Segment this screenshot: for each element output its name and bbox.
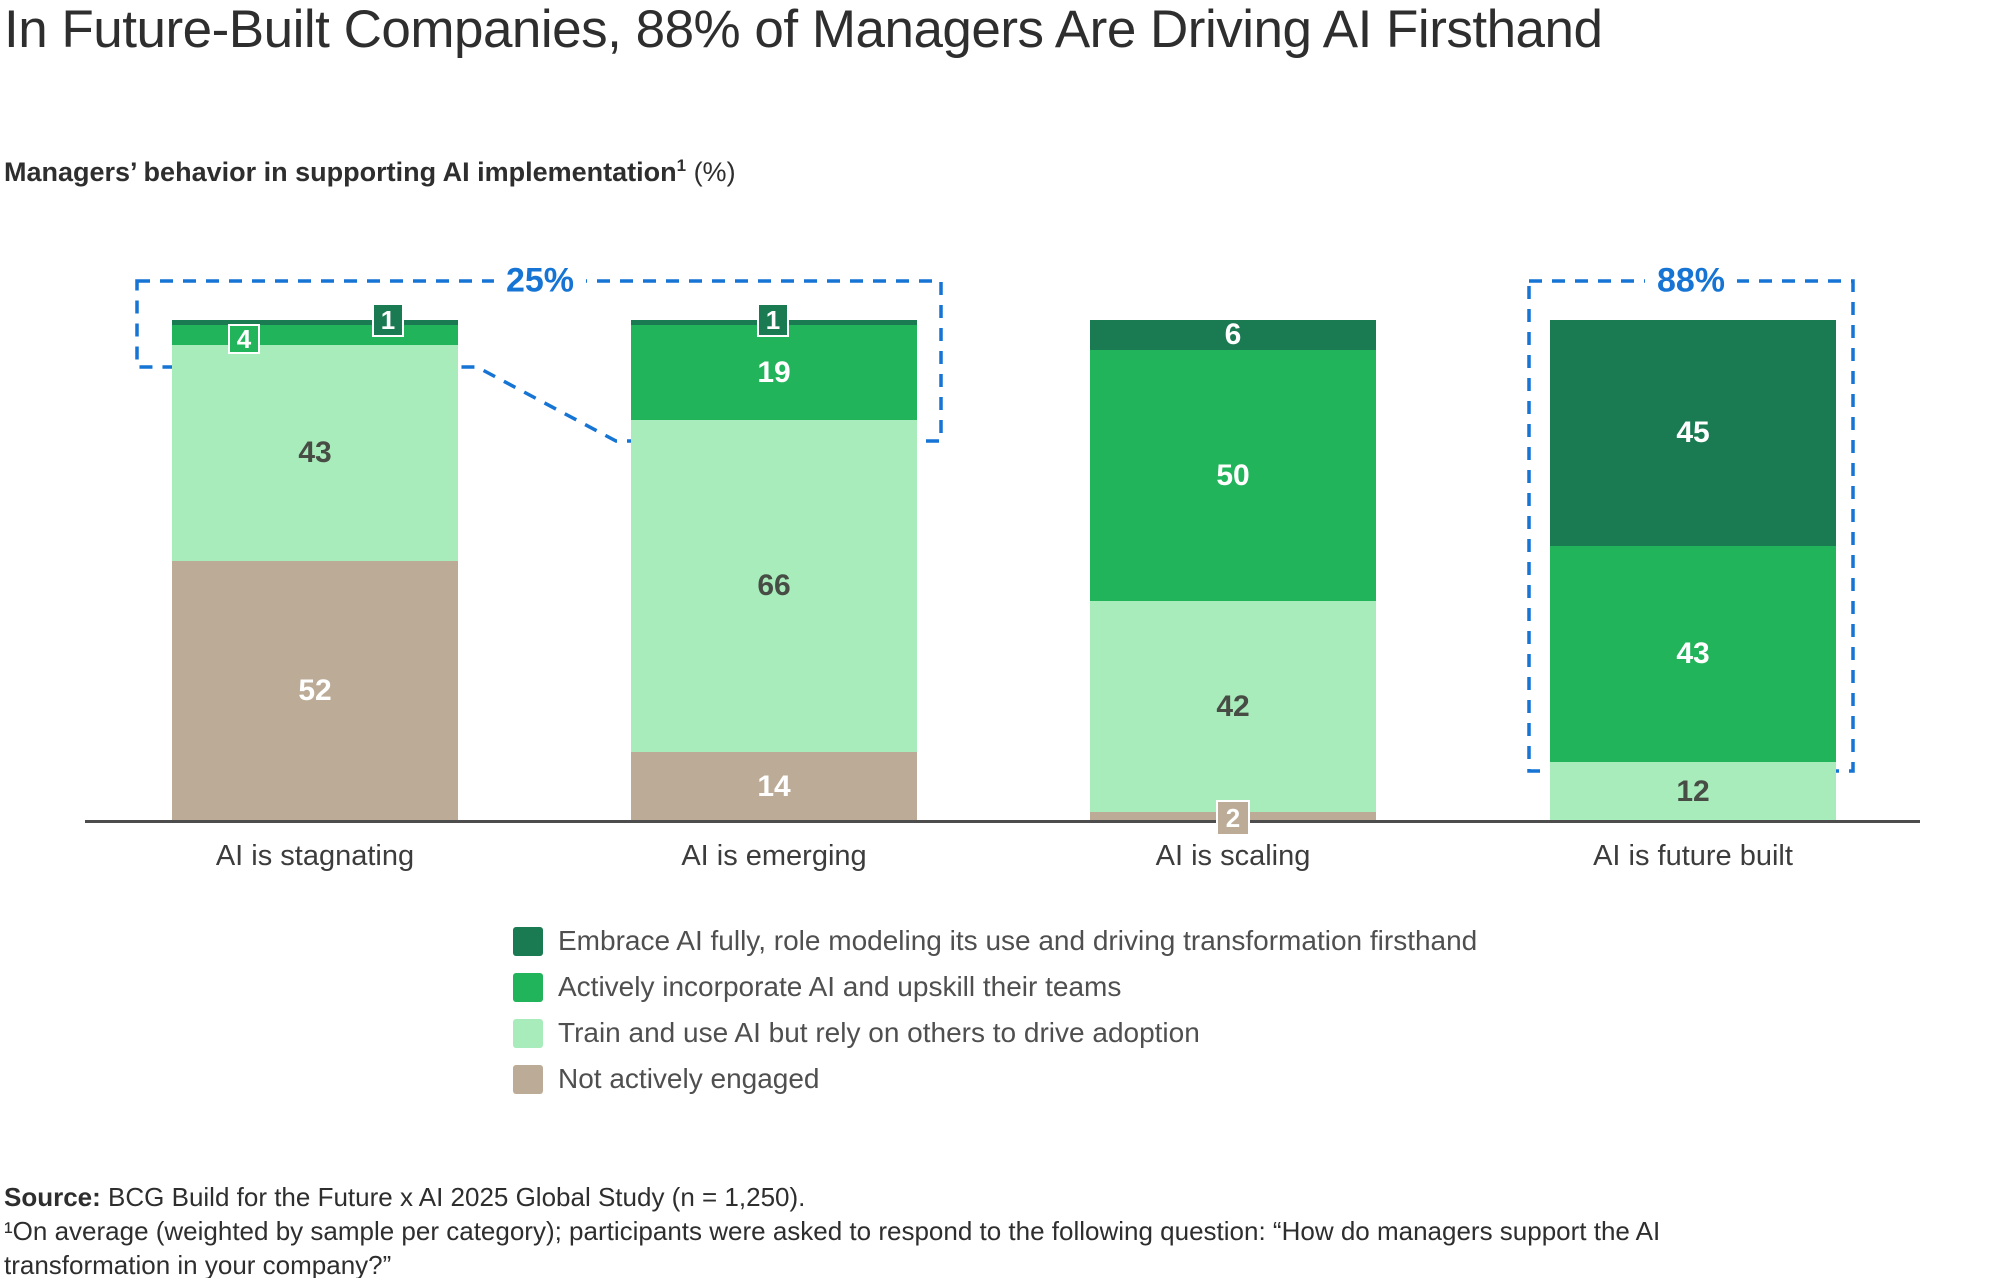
legend-label: Not actively engaged bbox=[558, 1063, 820, 1094]
footnote-line-1: ¹On average (weighted by sample per cate… bbox=[4, 1216, 1661, 1246]
category-label: AI is stagnating bbox=[215, 840, 415, 872]
subtitle-unit: (%) bbox=[686, 157, 736, 187]
legend-item: Train and use AI but rely on others to d… bbox=[513, 1010, 1477, 1056]
callout-25-label: 25% bbox=[493, 261, 587, 301]
bar-segment bbox=[1090, 320, 1376, 351]
chart-legend: Embrace AI fully, role modeling its use … bbox=[513, 918, 1477, 1102]
bar-segment bbox=[1090, 601, 1376, 812]
legend-label: Embrace AI fully, role modeling its use … bbox=[558, 925, 1478, 956]
subtitle-main: Managers’ behavior in supporting AI impl… bbox=[4, 157, 677, 187]
bar-segment bbox=[1550, 761, 1836, 822]
value-label-boxed: 1 bbox=[757, 303, 789, 337]
footnote-line-2: transformation in your company?” bbox=[4, 1250, 392, 1278]
category-label: AI is future built bbox=[1593, 840, 1793, 872]
bar-segment bbox=[172, 325, 458, 346]
bar-segment bbox=[1550, 545, 1836, 762]
legend-swatch-icon bbox=[513, 1064, 543, 1094]
bar-segment bbox=[172, 345, 458, 561]
subtitle-footnote-marker: 1 bbox=[676, 156, 687, 175]
value-label-boxed: 4 bbox=[228, 324, 260, 354]
legend-item: Actively incorporate AI and upskill thei… bbox=[513, 964, 1477, 1010]
legend-item: Embrace AI fully, role modeling its use … bbox=[513, 918, 1477, 964]
category-label: AI is emerging bbox=[681, 840, 867, 872]
value-label-boxed: 1 bbox=[372, 303, 404, 337]
legend-item: Not actively engaged bbox=[513, 1056, 1477, 1102]
bar-segment bbox=[631, 325, 917, 421]
bar-segment bbox=[172, 320, 458, 326]
legend-swatch-icon bbox=[513, 1018, 543, 1048]
bar-segment bbox=[631, 751, 917, 822]
callout-88-label: 88% bbox=[1644, 261, 1738, 301]
bar-segment bbox=[1090, 350, 1376, 602]
chart-subtitle: Managers’ behavior in supporting AI impl… bbox=[4, 156, 736, 188]
bar-segment bbox=[1550, 320, 1836, 546]
value-label-boxed: 2 bbox=[1216, 800, 1250, 836]
source-block: Source: BCG Build for the Future x AI 20… bbox=[4, 1180, 1884, 1278]
x-axis-line bbox=[85, 820, 1920, 823]
bar-segment bbox=[631, 420, 917, 752]
bar-segment bbox=[172, 560, 458, 822]
legend-swatch-icon bbox=[513, 926, 543, 956]
source-line: Source: BCG Build for the Future x AI 20… bbox=[4, 1180, 1884, 1214]
legend-label: Actively incorporate AI and upskill thei… bbox=[558, 971, 1122, 1002]
source-label: Source: bbox=[4, 1182, 101, 1212]
category-label: AI is scaling bbox=[1155, 840, 1311, 872]
legend-swatch-icon bbox=[513, 972, 543, 1002]
source-text: BCG Build for the Future x AI 2025 Globa… bbox=[100, 1182, 806, 1212]
page-title: In Future-Built Companies, 88% of Manage… bbox=[4, 0, 1603, 59]
legend-label: Train and use AI but rely on others to d… bbox=[558, 1017, 1200, 1048]
